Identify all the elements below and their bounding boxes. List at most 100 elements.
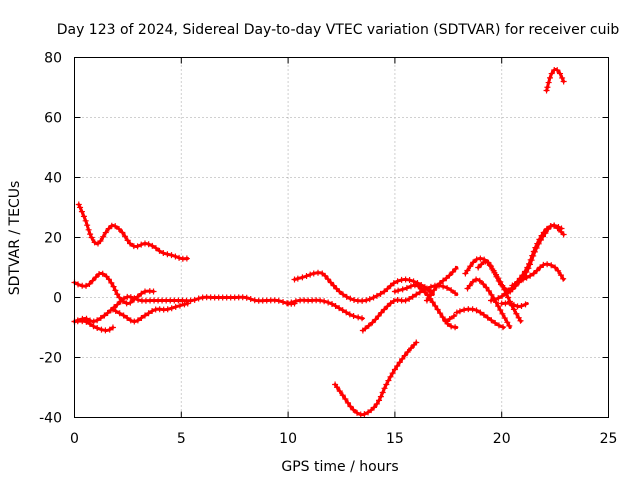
data-point	[410, 278, 417, 285]
data-point	[544, 84, 551, 91]
data-point	[84, 222, 91, 229]
data-point	[406, 277, 413, 284]
data-point	[303, 273, 310, 280]
x-tick-label: 15	[386, 431, 404, 447]
data-point	[385, 377, 392, 384]
data-point	[413, 339, 420, 346]
data-point	[115, 225, 122, 232]
data-point	[491, 296, 498, 303]
data-point	[101, 312, 108, 319]
data-point	[138, 314, 145, 321]
data-point	[131, 296, 138, 303]
data-point	[477, 309, 484, 316]
data-point	[310, 270, 317, 277]
data-point	[88, 234, 95, 241]
data-point	[90, 323, 97, 330]
data-point	[372, 316, 379, 323]
data-point	[461, 306, 468, 313]
data-point	[94, 317, 101, 324]
data-point	[131, 318, 138, 325]
data-point	[359, 315, 366, 322]
data-point	[545, 226, 552, 233]
data-point	[448, 287, 455, 294]
data-point	[369, 319, 376, 326]
data-point	[480, 281, 487, 288]
data-point	[89, 277, 96, 284]
data-point	[336, 388, 343, 395]
data-point	[184, 300, 191, 307]
data-point	[138, 241, 145, 248]
data-point	[299, 274, 306, 281]
data-point	[138, 290, 145, 297]
data-point	[75, 201, 82, 208]
data-point	[555, 267, 562, 274]
data-point	[85, 226, 92, 233]
data-point	[525, 265, 532, 272]
data-point	[535, 240, 542, 247]
data-point	[530, 270, 537, 277]
series-arc-6	[291, 269, 435, 304]
data-point	[334, 384, 341, 391]
data-point	[488, 297, 495, 304]
data-point	[134, 243, 141, 250]
data-point	[497, 278, 504, 285]
data-point	[448, 323, 455, 330]
data-point	[517, 317, 524, 324]
data-point	[292, 298, 299, 305]
data-point	[324, 276, 331, 283]
data-point	[520, 276, 527, 283]
data-point	[512, 280, 519, 287]
data-point	[476, 277, 483, 284]
data-point	[413, 291, 420, 298]
data-point	[183, 255, 190, 262]
data-point	[141, 312, 148, 319]
data-point	[542, 230, 549, 237]
data-point	[83, 318, 90, 325]
data-point	[527, 272, 534, 279]
data-point	[402, 297, 409, 304]
data-point	[390, 298, 397, 305]
series-arc-7	[285, 297, 366, 322]
data-point	[499, 310, 506, 317]
data-point	[379, 389, 386, 396]
series-arc-5	[109, 300, 191, 325]
data-point	[560, 275, 567, 282]
data-point	[488, 317, 495, 324]
x-tick-label: 20	[493, 431, 511, 447]
data-point	[350, 313, 357, 320]
data-point	[150, 288, 157, 295]
data-point	[329, 301, 336, 308]
data-point	[366, 296, 373, 303]
y-tick-label: 20	[44, 231, 62, 247]
data-point	[493, 271, 500, 278]
series-line	[510, 262, 566, 287]
data-point	[499, 282, 506, 289]
data-point	[141, 240, 148, 247]
data-point	[427, 283, 434, 290]
data-point	[275, 297, 282, 304]
data-point	[105, 276, 112, 283]
data-point	[467, 263, 474, 270]
data-point	[322, 272, 329, 279]
data-point	[384, 285, 391, 292]
data-point	[456, 308, 463, 315]
data-point	[346, 311, 353, 318]
data-point	[373, 400, 380, 407]
data-point	[408, 345, 415, 352]
data-point	[390, 280, 397, 287]
data-point	[347, 295, 354, 302]
data-point	[418, 285, 425, 292]
y-tick-label: 60	[44, 111, 62, 127]
data-point	[381, 385, 388, 392]
data-point	[495, 303, 502, 310]
data-point	[497, 306, 504, 313]
data-point	[403, 285, 410, 292]
axis-ticks: 0 5 10 15 20 25 -40 -20 0 20 40 60 80	[39, 51, 617, 448]
data-point	[453, 309, 460, 316]
data-point	[560, 231, 567, 238]
data-point	[99, 270, 106, 277]
data-point	[91, 239, 98, 246]
data-point	[407, 283, 414, 290]
data-point	[540, 261, 547, 268]
data-point	[425, 294, 432, 301]
